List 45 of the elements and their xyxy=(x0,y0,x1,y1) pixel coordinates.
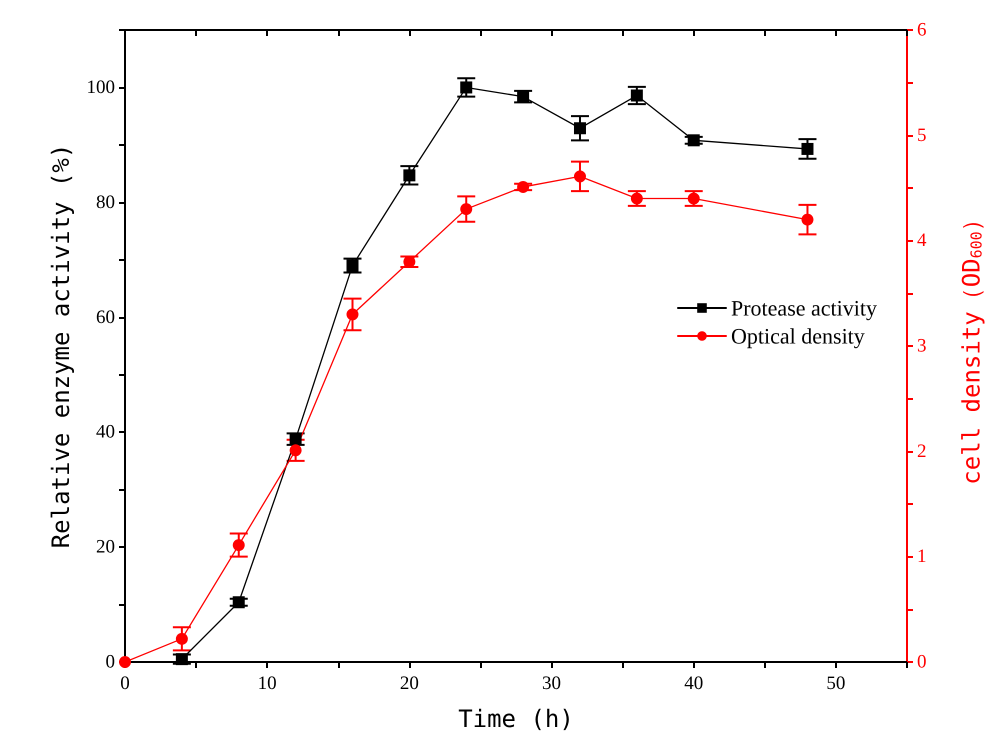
point xyxy=(630,90,643,102)
point xyxy=(290,433,302,446)
point xyxy=(346,260,358,272)
y-tick-label: 40 xyxy=(96,422,115,443)
y-tick-label: 20 xyxy=(96,536,115,558)
legend-label: Optical density xyxy=(730,324,865,348)
y2-tick-label: 1 xyxy=(917,546,926,568)
y-tick-label: 60 xyxy=(96,306,115,328)
x-tick-label: 20 xyxy=(400,673,419,694)
x-tick-label: 40 xyxy=(684,673,704,694)
point xyxy=(176,653,188,666)
y2-tick-label: 5 xyxy=(917,124,926,146)
point xyxy=(801,142,814,155)
x-tick-label: 0 xyxy=(120,673,130,694)
y2-axis-title: cell density（OD600） xyxy=(958,207,986,485)
x-tick-label: 30 xyxy=(542,673,562,694)
point xyxy=(574,122,586,134)
point xyxy=(517,180,530,193)
point xyxy=(460,203,472,216)
x-tick-label: 50 xyxy=(826,673,846,694)
y-tick-label: 80 xyxy=(96,192,115,213)
y2-tick-label: 0 xyxy=(917,652,926,672)
y-axis-title: Relative enzyme activity (%) xyxy=(47,144,75,548)
point xyxy=(176,632,188,645)
point xyxy=(688,192,700,205)
point xyxy=(688,134,700,146)
point xyxy=(403,169,416,182)
y-tick-label: 0 xyxy=(106,652,115,672)
point xyxy=(232,539,245,552)
y-tick-label: 100 xyxy=(86,76,115,98)
point xyxy=(630,192,643,205)
x-tick-label: 10 xyxy=(258,673,277,694)
point xyxy=(801,214,814,226)
legend-label: Protease activity xyxy=(730,296,878,320)
point xyxy=(517,90,530,103)
point xyxy=(460,81,472,94)
y2-tick-label: 2 xyxy=(917,440,926,462)
y2-tick-label: 3 xyxy=(917,336,926,356)
y2-tick-label: 6 xyxy=(917,20,926,40)
point xyxy=(232,596,245,608)
point xyxy=(574,170,586,182)
point xyxy=(290,444,302,456)
x-axis-title: Time (h) xyxy=(458,705,574,733)
y2-tick-label: 4 xyxy=(917,230,927,252)
point xyxy=(346,308,358,320)
